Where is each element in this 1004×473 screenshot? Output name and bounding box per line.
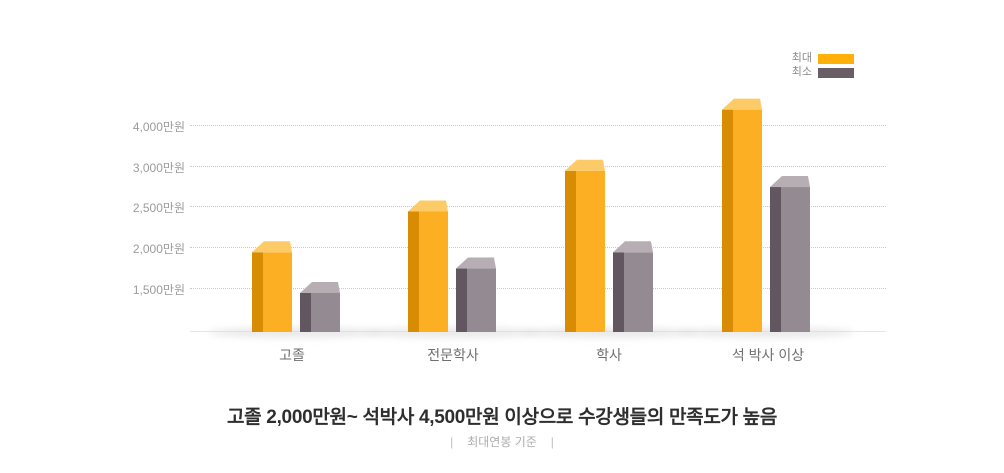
y-tick-label: 1,500만원 — [132, 283, 185, 297]
y-tick-label: 2,000만원 — [132, 242, 185, 256]
legend-item-max: 최대 — [786, 53, 854, 64]
bar-max-3-front-face — [733, 109, 762, 332]
bar-min-1-front-face — [467, 268, 496, 332]
x-tick-label-gojol: 고졸 — [279, 347, 305, 363]
divider-bar-right: | — [550, 435, 554, 449]
bar-shadow — [678, 327, 854, 338]
legend-item-min: 최소 — [786, 67, 854, 78]
legend: 최대 최소 — [786, 53, 854, 81]
gridline-1500 — [190, 288, 886, 289]
bar-min-3-top-face — [770, 176, 810, 188]
x-tick-label-jeonmunhaksa: 전문학사 — [427, 347, 479, 363]
basis-note-text: 최대연봉 기준 — [467, 435, 537, 449]
bar-shadow — [521, 327, 697, 338]
bar-min-0-side-face — [300, 293, 311, 332]
bar-shadow — [364, 327, 540, 338]
bar-max-0-top-face — [252, 241, 292, 253]
bar-max-2-side-face — [565, 170, 576, 332]
legend-max-label: 최대 — [791, 52, 812, 64]
legend-min-swatch — [818, 67, 854, 78]
bar-min-2-top-face — [613, 241, 653, 253]
bar-min-1-top-face — [456, 257, 496, 269]
bar-max-1-top-face — [408, 200, 448, 212]
bar-max-0-front-face — [263, 252, 292, 332]
y-tick-label: 2,500만원 — [132, 201, 185, 215]
bar-max-3-side-face — [722, 109, 733, 332]
y-tick-label: 3,000만원 — [132, 161, 185, 175]
bar-min-2-side-face — [613, 252, 624, 332]
bar-max-1-front-face — [419, 211, 448, 332]
chart-caption: 고졸 2,000만원~ 석박사 4,500만원 이상으로 수강생들의 만족도가 … — [226, 407, 778, 428]
bar-max-2-top-face — [565, 159, 605, 171]
bar-shadow — [208, 327, 384, 338]
bar-min-1-side-face — [456, 268, 467, 332]
bar-max-0-side-face — [252, 252, 263, 332]
y-tick-label: 4,000만원 — [132, 120, 185, 134]
x-tick-label-haksa: 학사 — [596, 347, 622, 363]
bar-max-2-front-face — [576, 170, 605, 332]
legend-min-label: 최소 — [791, 66, 812, 78]
chart-basis-note: | 최대연봉 기준 | — [0, 433, 1004, 450]
bar-max-1-side-face — [408, 211, 419, 332]
gridline-4000 — [190, 125, 886, 126]
bar-min-0-top-face — [300, 282, 340, 293]
bar-min-2-front-face — [624, 252, 653, 332]
x-tick-label-seokbaksa: 석 박사 이상 — [731, 347, 805, 363]
bar-min-3-front-face — [781, 187, 810, 332]
gridline-3000 — [190, 166, 886, 167]
gridline-2000 — [190, 247, 886, 248]
divider-bar-left: | — [450, 435, 454, 449]
legend-max-swatch — [818, 53, 854, 64]
bar-max-3-top-face — [722, 98, 762, 110]
gridline-2500 — [190, 206, 886, 207]
bar-min-0-front-face — [311, 293, 340, 332]
bar-min-3-side-face — [770, 187, 781, 332]
